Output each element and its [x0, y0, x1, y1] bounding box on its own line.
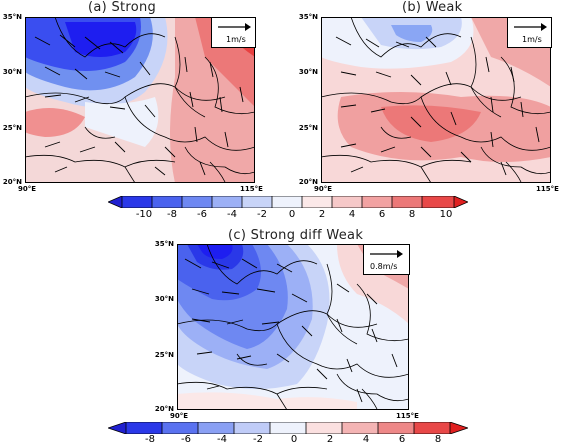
panel-a-title: (a) Strong — [88, 0, 157, 15]
panel-a-lat-label: 35°N — [2, 13, 22, 21]
panel-b-lat-label: 20°N — [298, 178, 318, 186]
panel-c-ref-vector-box: 0.8m/s — [363, 244, 410, 275]
colorbar-bottom-label: 2 — [326, 434, 334, 445]
colorbar-bottom-label: 0 — [290, 434, 298, 445]
panel-c-lat-label: 20°N — [154, 405, 174, 413]
colorbar-bottom-label: 4 — [362, 434, 370, 445]
panel-a-lon-label: 90°E — [18, 185, 37, 193]
colorbar-top-label: -4 — [227, 209, 237, 220]
panel-c-lon-label: 115°E — [396, 412, 419, 420]
panel-b-title: (b) Weak — [402, 0, 463, 15]
colorbar-top — [108, 196, 468, 208]
colorbar-top-label: 10 — [439, 209, 453, 220]
panel-a-lat-label: 20°N — [2, 178, 22, 186]
panel-b-ref-vector-label: 1m/s — [522, 35, 542, 44]
panel-b-ref-vector-box: 1m/s — [507, 17, 552, 48]
colorbar-bottom-label: 6 — [398, 434, 406, 445]
panel-c-lat-label: 30°N — [154, 295, 174, 303]
colorbar-bottom-label: 8 — [434, 434, 442, 445]
panel-c-lat-label: 35°N — [154, 240, 174, 248]
panel-c-title: (c) Strong diff Weak — [228, 228, 364, 243]
colorbar-bottom-label: -8 — [145, 434, 155, 445]
colorbar-bottom-label: -2 — [253, 434, 263, 445]
panel-a-lat-label: 25°N — [2, 124, 22, 132]
colorbar-top-label: -6 — [197, 209, 207, 220]
colorbar-bottom — [108, 422, 468, 434]
panel-b-lat-label: 30°N — [298, 68, 318, 76]
panel-c-ref-vector-label: 0.8m/s — [370, 262, 398, 271]
panel-a-ref-vector-label: 1m/s — [226, 35, 246, 44]
colorbar-top-label: 4 — [348, 209, 356, 220]
panel-b-lat-label: 35°N — [298, 13, 318, 21]
panel-b-lon-label: 90°E — [314, 185, 333, 193]
panel-a-lat-label: 30°N — [2, 68, 22, 76]
colorbar-top-label: 2 — [318, 209, 326, 220]
panel-b-lat-label: 25°N — [298, 124, 318, 132]
colorbar-top-label: -8 — [167, 209, 177, 220]
panel-a-map: 1m/s — [25, 17, 256, 183]
panel-c-map: 0.8m/s — [177, 244, 410, 410]
panel-c-lat-label: 25°N — [154, 351, 174, 359]
colorbar-top-label: 8 — [408, 209, 416, 220]
panel-b-map: 1m/s — [321, 17, 552, 183]
panel-a-ref-vector-box: 1m/s — [211, 17, 256, 48]
colorbar-top-label: 0 — [288, 209, 296, 220]
colorbar-top-label: -10 — [135, 209, 153, 220]
colorbar-top-label: 6 — [378, 209, 386, 220]
panel-c-lon-label: 90°E — [170, 412, 189, 420]
colorbar-bottom-label: -6 — [181, 434, 191, 445]
panel-a-lon-label: 115°E — [240, 185, 263, 193]
colorbar-top-label: -2 — [257, 209, 267, 220]
colorbar-bottom-label: -4 — [217, 434, 227, 445]
panel-b-lon-label: 115°E — [536, 185, 559, 193]
